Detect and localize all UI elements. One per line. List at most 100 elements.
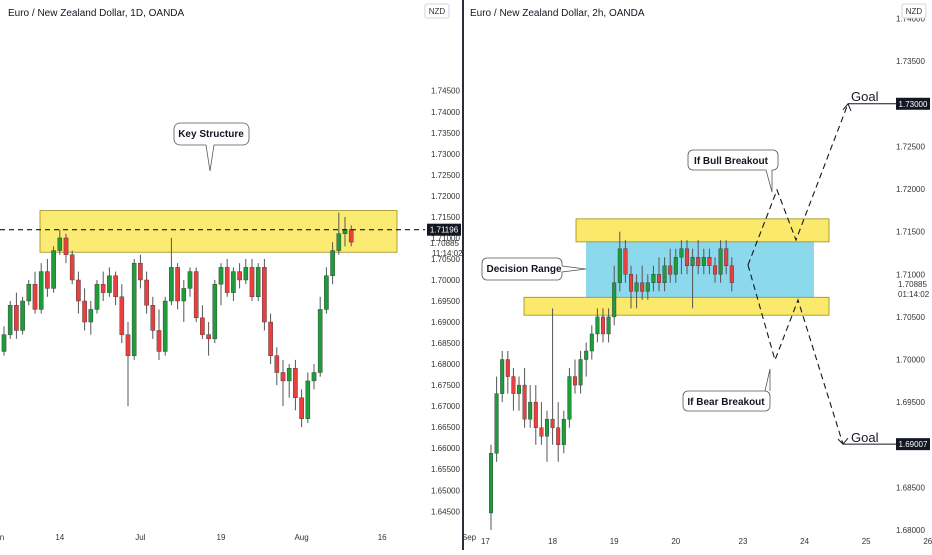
candle — [32, 271, 38, 314]
candle-body — [589, 333, 594, 352]
candle — [330, 242, 335, 285]
y-tick-label: 1.66500 — [431, 423, 460, 432]
candle — [528, 385, 533, 428]
candle-body — [51, 250, 56, 289]
candle-body — [634, 282, 639, 292]
candle-body — [14, 305, 19, 331]
candle-body — [690, 257, 695, 266]
callout-box — [481, 257, 587, 281]
x-tick-label: 20 — [671, 537, 680, 546]
bear-breakout-path[interactable] — [747, 264, 844, 445]
candle — [255, 263, 261, 302]
upper-zone[interactable] — [575, 218, 830, 243]
left-currency-badge-label: NZD — [429, 7, 446, 16]
candle-body — [629, 274, 634, 292]
y-tick-label: 1.70500 — [431, 255, 460, 264]
decision-range-callout[interactable]: Decision Range — [481, 257, 587, 281]
key-structure-callout[interactable]: Key Structure — [173, 122, 250, 172]
candle — [623, 240, 628, 283]
candle — [651, 265, 656, 292]
candle-body — [212, 283, 218, 340]
y-tick-label: 1.74500 — [431, 87, 460, 96]
candle — [94, 279, 100, 314]
lower-zone[interactable] — [523, 296, 830, 316]
candle — [578, 350, 583, 394]
candle-body — [578, 359, 583, 386]
candle — [76, 271, 81, 314]
candle-body — [545, 418, 550, 437]
y-tick-label: 1.64500 — [431, 507, 460, 516]
candle-body — [662, 265, 667, 283]
candle-body — [156, 330, 162, 352]
candle-body — [169, 267, 174, 302]
key-structure-label: Key Structure — [178, 129, 244, 140]
candle-body — [274, 355, 280, 373]
candle-body — [76, 279, 81, 302]
candle-body — [612, 282, 617, 318]
left-currency-badge[interactable] — [424, 3, 450, 19]
y-tick-label: 1.69500 — [431, 297, 460, 306]
candle-body — [144, 279, 149, 306]
candle — [51, 246, 56, 293]
bear-breakout-label: If Bear Breakout — [687, 397, 765, 408]
candle-body — [286, 368, 292, 382]
candle-body — [494, 393, 499, 454]
candle — [336, 212, 342, 255]
candle-body — [69, 254, 75, 281]
candle — [511, 368, 516, 411]
candle — [561, 410, 566, 454]
y-tick-label: 1.73500 — [431, 129, 460, 138]
candle — [679, 240, 684, 275]
candle — [707, 248, 712, 275]
y-tick-label: 1.72000 — [896, 185, 925, 194]
x-tick-label: 18 — [548, 537, 557, 546]
candle — [7, 301, 13, 339]
candle-body — [293, 368, 298, 398]
goal-down-price-bg — [896, 438, 930, 451]
candle-body — [94, 283, 100, 310]
candle-body — [617, 248, 622, 283]
candle — [100, 271, 106, 302]
candle — [69, 250, 75, 285]
candle-body — [175, 267, 180, 302]
candle — [612, 265, 617, 326]
candle-body — [601, 316, 606, 335]
candle — [701, 248, 706, 275]
candle — [14, 292, 19, 339]
candle — [131, 258, 137, 360]
bear-breakout-callout[interactable]: If Bear Breakout — [682, 368, 771, 412]
bull-breakout-path[interactable] — [747, 103, 849, 266]
candle-body — [200, 317, 205, 335]
candle — [200, 305, 205, 339]
y-tick-label: 1.65000 — [431, 486, 460, 495]
x-tick-label: Aug — [294, 533, 308, 542]
candle-body — [1, 334, 7, 352]
price-label-bg — [427, 223, 461, 236]
candle-body — [280, 372, 286, 382]
candle-body — [131, 262, 137, 356]
bull-breakout-callout[interactable]: If Bull Breakout — [687, 149, 779, 193]
decision-range-label: Decision Range — [486, 264, 561, 275]
candle-body — [317, 309, 323, 373]
candle — [1, 326, 7, 356]
candle-body — [193, 271, 199, 319]
candle-body — [100, 283, 106, 293]
goal-up-label: Goal — [851, 89, 879, 104]
candle — [305, 372, 311, 423]
candle-body — [561, 418, 566, 445]
candle-body — [696, 257, 701, 266]
candle-body — [82, 300, 87, 323]
candle — [517, 376, 522, 411]
candle-body — [685, 248, 690, 266]
candle — [169, 237, 174, 306]
candle-body — [505, 359, 510, 377]
right-currency-badge[interactable] — [901, 3, 927, 19]
last-price-label: 1.70885 — [898, 280, 927, 289]
candle — [231, 267, 236, 302]
y-tick-label: 1.71000 — [896, 270, 925, 279]
candle — [662, 257, 667, 292]
candle-body — [20, 300, 25, 331]
candle — [685, 240, 690, 275]
